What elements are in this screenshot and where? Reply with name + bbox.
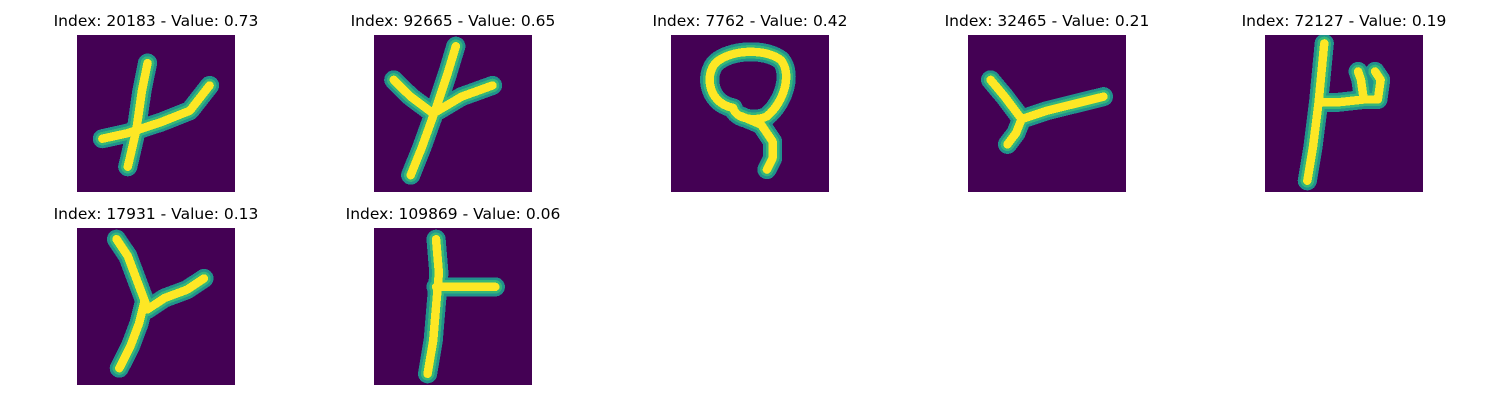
glyph-stroke [1314,67,1385,107]
panel-title: Index: 109869 - Value: 0.06 [345,205,561,223]
panel-title: Index: 7762 - Value: 0.42 [652,12,848,30]
digit-image [1265,35,1423,192]
glyph-stroke [423,235,444,378]
panel-title: Index: 17931 - Value: 0.13 [53,205,259,223]
glyph-stroke [123,58,152,171]
panel-title: Index: 32465 - Value: 0.21 [944,12,1150,30]
glyph-stroke [1353,67,1368,104]
digit-image [77,228,235,385]
glyph-stroke [1003,114,1026,149]
panel-title: Index: 20183 - Value: 0.73 [53,12,259,30]
panel-title: Index: 72127 - Value: 0.19 [1241,12,1447,30]
glyph-stroke [737,112,777,174]
glyph-stroke [1017,92,1108,124]
glyph-stroke [429,81,497,118]
digit-image [968,35,1126,192]
glyph-stroke [1303,39,1329,185]
image-background [374,228,532,385]
glyph-stroke [986,75,1026,124]
panel-title: Index: 92665 - Value: 0.65 [350,12,556,30]
glyph-stroke [98,81,214,143]
glyph-stroke [705,47,791,121]
glyph-stroke [389,75,438,118]
digit-image [374,228,532,385]
glyph-stroke [115,296,149,373]
image-background [1265,35,1423,192]
digit-image [374,35,532,192]
digit-image [671,35,829,192]
glyph-stroke [143,274,209,314]
digit-image [77,35,235,192]
